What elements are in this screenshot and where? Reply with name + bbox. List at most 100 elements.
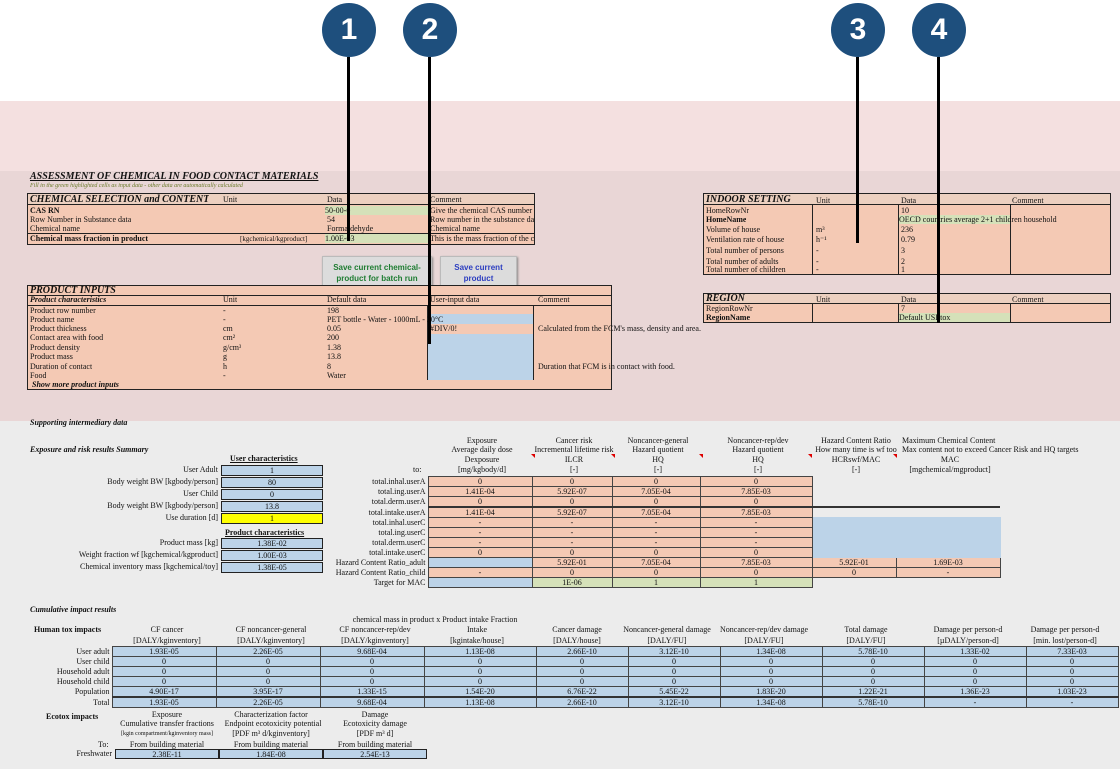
callout-marker-2: 2: [403, 3, 457, 57]
human-tox-cell: 3.95E-17: [215, 686, 321, 698]
exposure-row: total.intake.userA 1.41E-04 5.92E-07 7.05E-…: [330, 506, 1000, 518]
cumulative-col-header: CF noncancer-rep/dev: [339, 625, 411, 634]
human-tox-cell: 0: [111, 666, 217, 677]
product-row-default: 8: [327, 362, 331, 371]
exposure-row-label: total.intake.userC: [369, 548, 426, 557]
prod-char-value: 1.38E-05: [221, 562, 323, 573]
exposure-col-header: Average daily dose: [451, 445, 513, 454]
show-more-product-inputs-link[interactable]: Show more product inputs: [32, 380, 119, 389]
product-row-comment: Duration that FCM is in contact with foo…: [538, 362, 675, 371]
exposure-row-label: total.ing.userC: [378, 528, 426, 537]
indoor-row-data: 0.79: [901, 235, 915, 244]
user-char-value[interactable]: 80: [221, 477, 323, 488]
chemical-row-comment: This is the mass fraction of the c: [430, 234, 534, 243]
save-product-button[interactable]: Save current product: [440, 256, 517, 287]
exposure-cell: [811, 537, 897, 548]
cumulative-col-unit: [DALY/kginventory]: [237, 636, 305, 645]
chemical-row-label: CAS RN: [30, 206, 60, 215]
human-tox-cell: 0: [821, 656, 925, 667]
exposure-cell: 1E-06: [531, 577, 613, 588]
human-tox-cell: -: [1025, 696, 1119, 708]
exposure-cell: -: [895, 567, 1001, 578]
exposure-cell: 7.05E-04: [611, 486, 701, 497]
human-tox-cell: 2.66E-10: [535, 696, 629, 708]
exposure-cell: 5.92E-01: [531, 557, 613, 568]
human-tox-cell: 1.54E-20: [423, 686, 537, 698]
human-tox-row-label: User child: [76, 657, 110, 666]
human-tox-cell: 0: [215, 656, 321, 667]
save-batch-button[interactable]: Save current chemical-product for batch …: [322, 256, 432, 287]
callout-line-1: [347, 57, 350, 241]
user-char-value[interactable]: 1: [221, 465, 323, 476]
product-row-unit: h: [223, 362, 227, 371]
exposure-row-label: total.inhal.userC: [372, 518, 426, 527]
human-tox-cell: 1.22E-21: [821, 686, 925, 698]
exposure-cell: 0: [699, 496, 813, 508]
chemical-col-unit: Unit: [223, 195, 238, 204]
exposure-col-unit: [-]: [570, 465, 578, 474]
exposure-row-label: Hazard Content Ratio_child: [335, 568, 426, 577]
human-tox-cell: 0: [319, 676, 425, 687]
indoor-row-label: Ventilation rate of house: [706, 235, 785, 244]
region-row-label: RegionName: [706, 313, 750, 322]
callout-line-3: [856, 57, 859, 243]
cas-rn-input[interactable]: 50-00-0: [325, 206, 428, 215]
region-section-title: REGION: [706, 294, 745, 304]
prod-char-title: Product characteristics: [225, 528, 305, 537]
human-tox-row-label: Household child: [56, 677, 110, 686]
product-thickness-user-value[interactable]: #DIV/0!: [430, 324, 533, 334]
exposure-row: total.inhal.userA 0 0 0 0: [330, 476, 1000, 487]
exposure-cell: -: [611, 537, 701, 548]
exposure-cell: 5.92E-01: [811, 557, 897, 568]
product-row-unit: g: [223, 352, 227, 361]
human-tox-cell: 0: [1025, 666, 1119, 677]
ecotox-col-header: Ecotoxicity damage: [343, 719, 407, 728]
exposure-col-unit: [mgchemical/mgproduct]: [909, 465, 991, 474]
exposure-row-label: Hazard Content Ratio_adult: [335, 558, 426, 567]
human-tox-cell: 0: [535, 676, 629, 687]
human-tox-cell: 0: [719, 676, 823, 687]
exposure-cell: 7.05E-04: [611, 506, 701, 518]
indoor-row-label: HomeRowNr: [706, 206, 750, 215]
product-row-label: Product mass: [30, 352, 73, 361]
product-row-unit: -: [223, 371, 226, 380]
exposure-cell: 1.41E-04: [427, 506, 533, 518]
indoor-row-label: Total number of adults: [706, 257, 779, 266]
user-char-value[interactable]: 13.8: [221, 501, 323, 512]
user-char-value[interactable]: 0: [221, 489, 323, 500]
chemical-row-comment: Row number in the substance da: [430, 215, 534, 224]
exposure-row: total.derm.userA 0 0 0 0: [330, 496, 1000, 508]
exposure-cell: 0: [611, 476, 701, 487]
exposure-cell: [811, 517, 897, 528]
exposure-cell: 0: [699, 476, 813, 487]
product-row-unit: -: [223, 306, 226, 315]
user-char-title: User characteristics: [230, 454, 298, 463]
use-duration-input[interactable]: 1: [221, 513, 323, 524]
user-char-label: Body weight BW [kgbody/person]: [107, 501, 218, 510]
product-row-default: PET bottle - Water - 1000mL - 20°C: [327, 315, 444, 324]
prod-char-value: 1.38E-02: [221, 538, 323, 549]
chemical-row-label: Chemical name: [30, 224, 80, 233]
region-name-select[interactable]: Default USEtox: [899, 313, 1010, 322]
human-tox-row-label: Population: [74, 687, 110, 697]
prod-char-value: 1.00E-03: [221, 550, 323, 561]
cumulative-col-header: Cancer damage: [552, 625, 602, 634]
ecotox-from-label: From building material: [129, 740, 205, 749]
exposure-cell: -: [427, 517, 533, 528]
chemical-row-label: Chemical mass fraction in product: [30, 234, 149, 243]
exposure-cell: 1.69E-03: [895, 557, 1001, 568]
human-tox-cell: 0: [319, 666, 425, 677]
home-name-select[interactable]: OECD countries average 2+1 children hous…: [899, 215, 1057, 224]
mass-fraction-input[interactable]: 1.00E-03: [325, 234, 428, 243]
exposure-cell: [895, 537, 1001, 548]
exposure-cell: -: [699, 517, 813, 528]
indoor-row-data: 10: [901, 206, 909, 215]
human-tox-cell: 2.26E-05: [215, 646, 321, 657]
ecotox-value: 1.84E-08: [219, 749, 323, 759]
ecotox-col-unit: [kgin compartment/kginventory mass]: [121, 731, 213, 737]
exposure-cell: 7.05E-04: [611, 557, 701, 568]
region-col-comment: Comment: [1012, 295, 1044, 304]
ecotox-value: 2.54E-13: [323, 749, 427, 759]
human-tox-row: Total 1.93E-05 2.26E-05 9.68E-04 1.13E-08 2.6…: [34, 696, 1119, 708]
human-tox-row: Household child 0 0 0 0 0 0 0 0 0 0: [34, 676, 1119, 687]
